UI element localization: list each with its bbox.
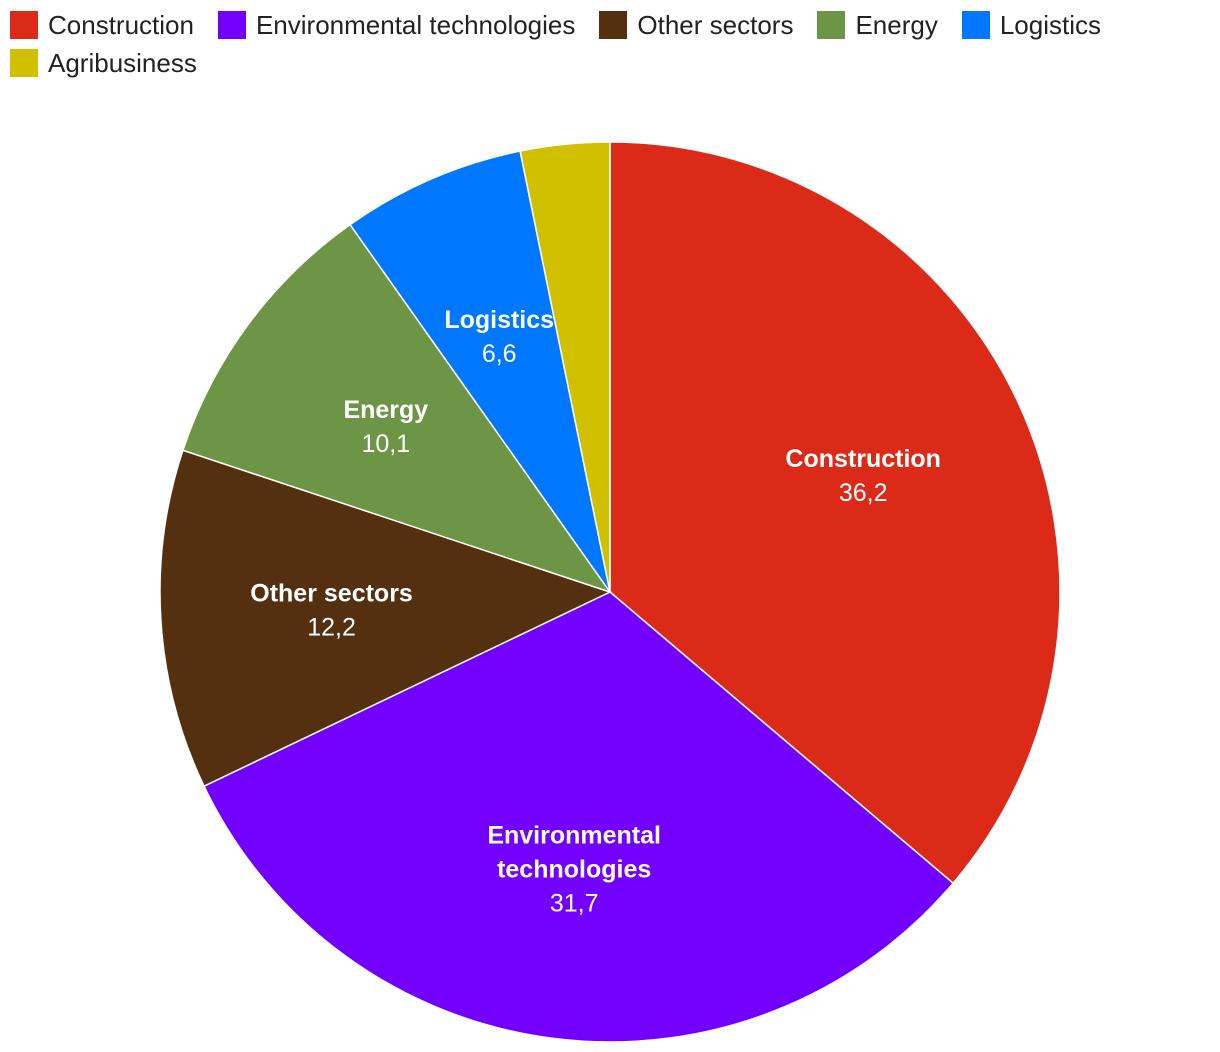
pie-label-value-other-sectors: 12,2 [307,614,356,642]
legend-swatch-energy [817,11,846,39]
legend-item-other-sectors: Other sectors [599,10,793,40]
legend-swatch-agribusiness [10,49,38,77]
pie-label-name-logistics: Logistics [444,306,554,334]
pie-slice-environmental-technologies [203,591,955,1043]
pie-labels: Construction 36,2 Environmental technologie… [250,306,941,918]
pie-slices [159,141,1061,1043]
pie-slice-logistics [349,150,611,593]
legend-label-energy: Energy [855,9,938,40]
pie-label-value-logistics: 6,6 [482,340,517,368]
pie-label-construction: Construction 36,2 [785,445,941,507]
pie-label-name-other-sectors: Other sectors [250,580,413,608]
pie-label-name-construction: Construction [785,445,941,473]
pie-slice-energy [181,223,612,594]
pie-label-name-environmental-technologies: Environmental [487,822,661,850]
legend-item-agribusiness: Agribusiness [10,48,197,78]
pie-slice-agribusiness [519,141,611,593]
legend-item-logistics: Logistics [961,9,1101,40]
pie-label-energy: Energy 10,1 [343,396,428,458]
legend-swatch-environmental-technologies [217,11,246,39]
pie-label-value-energy: 10,1 [362,430,411,458]
legend-item-energy: Energy [817,9,938,40]
pie-label-environmental-technologies: Environmental technologies 31,7 [487,822,661,918]
legend-swatch-logistics [961,11,990,39]
legend-label-logistics: Logistics [999,9,1101,40]
legend-item-environmental-technologies: Environmental technologies [217,9,576,40]
pie-label-value-environmental-technologies: 31,7 [550,890,599,918]
pie-label-name-environmental-technologies: technologies [497,856,651,884]
pie-label-logistics: Logistics 6,6 [444,306,554,368]
legend-item-construction: Construction [10,10,194,40]
legend-label-other-sectors: Other sectors [637,9,794,40]
legend-label-construction: Construction [48,9,194,40]
pie-label-value-construction: 36,2 [839,479,888,507]
pie-slice-other-sectors [159,449,613,788]
legend-swatch-other-sectors [599,11,628,39]
legend-label-environmental-technologies: Environmental technologies [255,9,576,40]
legend-swatch-construction [10,11,38,39]
pie-slice-construction [609,141,1061,885]
pie-label-name-energy: Energy [343,396,428,424]
legend-label-agribusiness: Agribusiness [48,47,197,78]
chart-legend: Construction Environmental technologies … [10,10,1210,78]
pie-label-other-sectors: Other sectors 12,2 [250,580,413,642]
